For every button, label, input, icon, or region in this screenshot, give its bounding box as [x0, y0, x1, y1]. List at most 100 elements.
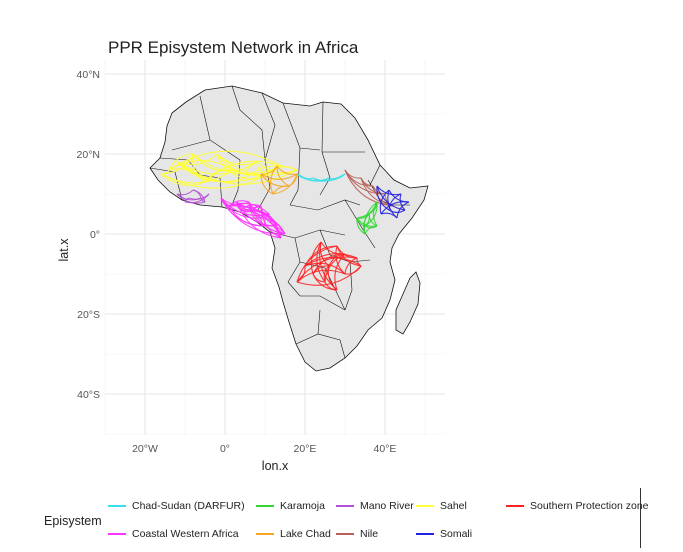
- legend-label: Mano River: [360, 500, 414, 512]
- legend-key-swatch: [108, 533, 126, 536]
- y-tick-label: 40°N: [77, 69, 100, 81]
- network-edge: [176, 161, 258, 175]
- network-edge: [272, 185, 290, 195]
- legend-key-swatch: [108, 505, 126, 508]
- network-edge: [264, 166, 298, 175]
- legend-title: Episystem: [44, 514, 102, 528]
- x-tick-label: 20°E: [294, 443, 317, 455]
- network-edge: [379, 189, 390, 215]
- network-edge: [260, 173, 298, 180]
- legend-item: Nile: [336, 528, 378, 540]
- network-edge: [240, 209, 254, 213]
- legend: Episystem Chad-Sudan (DARFUR) Coastal Wes…: [40, 494, 660, 550]
- network-edge: [236, 201, 282, 239]
- network-edge: [228, 204, 262, 219]
- legend-label: Sahel: [440, 500, 467, 512]
- network-southern-protection-zone: [296, 241, 362, 291]
- network-edge: [388, 193, 402, 211]
- network-edge: [296, 173, 346, 182]
- x-tick-label: 40°E: [374, 443, 397, 455]
- legend-key-swatch: [416, 533, 434, 536]
- network-somali: [376, 185, 410, 219]
- network-edge: [304, 257, 362, 267]
- legend-key-swatch: [506, 505, 524, 508]
- legend-item: Sahel: [416, 500, 467, 512]
- network-edge: [296, 245, 338, 283]
- network-edge: [272, 173, 298, 195]
- network-edge: [327, 265, 338, 291]
- map-plot: 20°W 0° 20°E 40°E 40°N 20°N 0° 20°S 40°S lon.x l…: [57, 60, 445, 473]
- network-chad-sudan-darfur-: [296, 173, 346, 182]
- network-edge: [356, 217, 366, 235]
- legend-item: Lake Chad: [256, 528, 331, 540]
- legend-label: Lake Chad: [280, 528, 331, 540]
- episystem-networks: [160, 150, 410, 291]
- network-edge: [363, 201, 378, 235]
- network-edge: [323, 265, 330, 283]
- network-edge: [228, 200, 250, 207]
- legend-right-rule: [640, 488, 641, 548]
- legend-item: Southern Protection zone: [506, 500, 649, 512]
- network-edge: [260, 173, 274, 195]
- legend-key-swatch: [256, 505, 274, 508]
- network-edge: [296, 265, 362, 286]
- network-edge: [176, 161, 298, 185]
- legend-key-swatch: [336, 505, 354, 508]
- legend-label: Somali: [440, 528, 473, 540]
- network-edge: [160, 165, 282, 189]
- network-edge: [396, 201, 410, 219]
- y-tick-label: 40°S: [77, 389, 100, 401]
- network-edge: [368, 213, 378, 227]
- network-edge: [296, 265, 306, 283]
- legend-label: Nile: [360, 528, 379, 540]
- network-edge: [276, 165, 298, 175]
- network-coastal-western-africa: [220, 197, 286, 239]
- x-axis-title: lon.x: [262, 459, 289, 473]
- y-tick-label: 20°S: [77, 309, 100, 321]
- network-edge: [168, 150, 282, 171]
- network-edge: [240, 204, 262, 211]
- network-edge: [270, 165, 278, 195]
- network-edge: [252, 205, 262, 211]
- y-tick-label: 0°: [90, 229, 100, 241]
- network-edge: [192, 189, 206, 203]
- network-edge: [328, 173, 346, 180]
- network-edge: [324, 281, 338, 291]
- legend-item: Karamoja: [256, 500, 325, 512]
- network-mano-river: [176, 189, 210, 204]
- network-edge: [160, 173, 206, 186]
- network-edge: [372, 201, 378, 227]
- legend-item: Somali: [416, 528, 472, 540]
- network-edge: [380, 212, 398, 219]
- network-edge: [160, 169, 170, 175]
- network-edge: [304, 245, 338, 267]
- africa-landmass: [149, 85, 429, 372]
- y-tick-label: 20°N: [77, 149, 100, 161]
- network-edge: [399, 193, 406, 211]
- network-edge: [304, 262, 346, 275]
- network-edge: [364, 225, 378, 235]
- axis-ticks: 20°W 0° 20°E 40°E 40°N 20°N 0° 20°S 40°S: [77, 69, 397, 455]
- network-edge: [304, 253, 358, 267]
- x-tick-label: 0°: [220, 443, 230, 455]
- network-karamoja: [356, 201, 378, 235]
- network-edge: [176, 161, 246, 183]
- network-edge: [244, 161, 258, 179]
- legend-key-swatch: [256, 533, 274, 536]
- network-edge: [176, 161, 266, 183]
- network-edge: [176, 189, 194, 196]
- legend-item: Mano River: [336, 500, 414, 512]
- network-edge: [204, 160, 282, 183]
- legend-key-swatch: [416, 505, 434, 508]
- network-edge: [260, 205, 282, 239]
- network-edge: [240, 209, 282, 239]
- network-edge: [276, 165, 290, 187]
- legend-label: Chad-Sudan (DARFUR): [132, 500, 245, 512]
- africa-map: [149, 85, 429, 372]
- legend-label: Coastal Western Africa: [132, 528, 239, 540]
- network-edge: [376, 185, 406, 211]
- plot-title: PPR Episystem Network in Africa: [108, 38, 359, 57]
- network-edge: [168, 153, 194, 171]
- network-edge: [184, 193, 210, 204]
- network-lake-chad: [260, 165, 298, 195]
